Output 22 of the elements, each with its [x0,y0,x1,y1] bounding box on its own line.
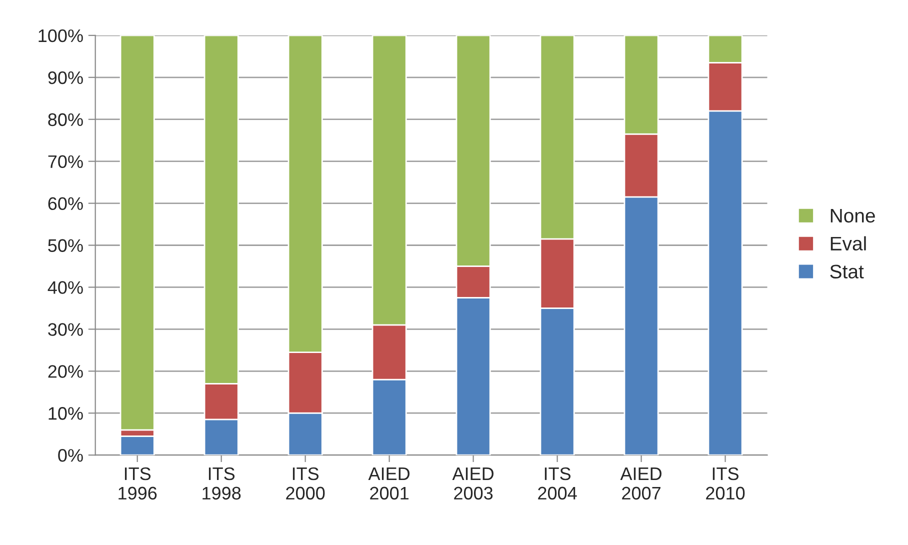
x-tick-label: ITS 2000 [286,467,325,500]
y-tick-label: 70% [48,155,83,168]
y-tick-label: 0% [58,449,83,462]
x-tick-label: AIED 2003 [452,468,494,500]
y-tick-label: 20% [48,365,83,378]
x-tick-label: ITS 2004 [538,467,577,500]
legend-label: Eval [830,236,866,251]
x-tick-label: ITS 1996 [118,467,157,500]
x-tick-label: AIED 2001 [368,468,410,500]
y-tick-label: 90% [48,71,83,84]
y-tick-label: 10% [48,407,83,420]
x-tick-label: AIED 2007 [620,468,662,500]
y-tick-label: 80% [48,113,83,126]
y-tick-label: 50% [48,239,83,252]
legend-label: Stat [830,264,864,278]
x-tick-label: ITS 1998 [202,467,241,500]
y-tick-label: 60% [48,197,83,210]
x-tick-label: ITS 2010 [706,467,745,500]
y-tick-label: 100% [38,29,83,42]
y-tick-label: 40% [48,281,83,294]
legend-label: None [830,209,875,223]
y-tick-label: 30% [48,323,83,336]
